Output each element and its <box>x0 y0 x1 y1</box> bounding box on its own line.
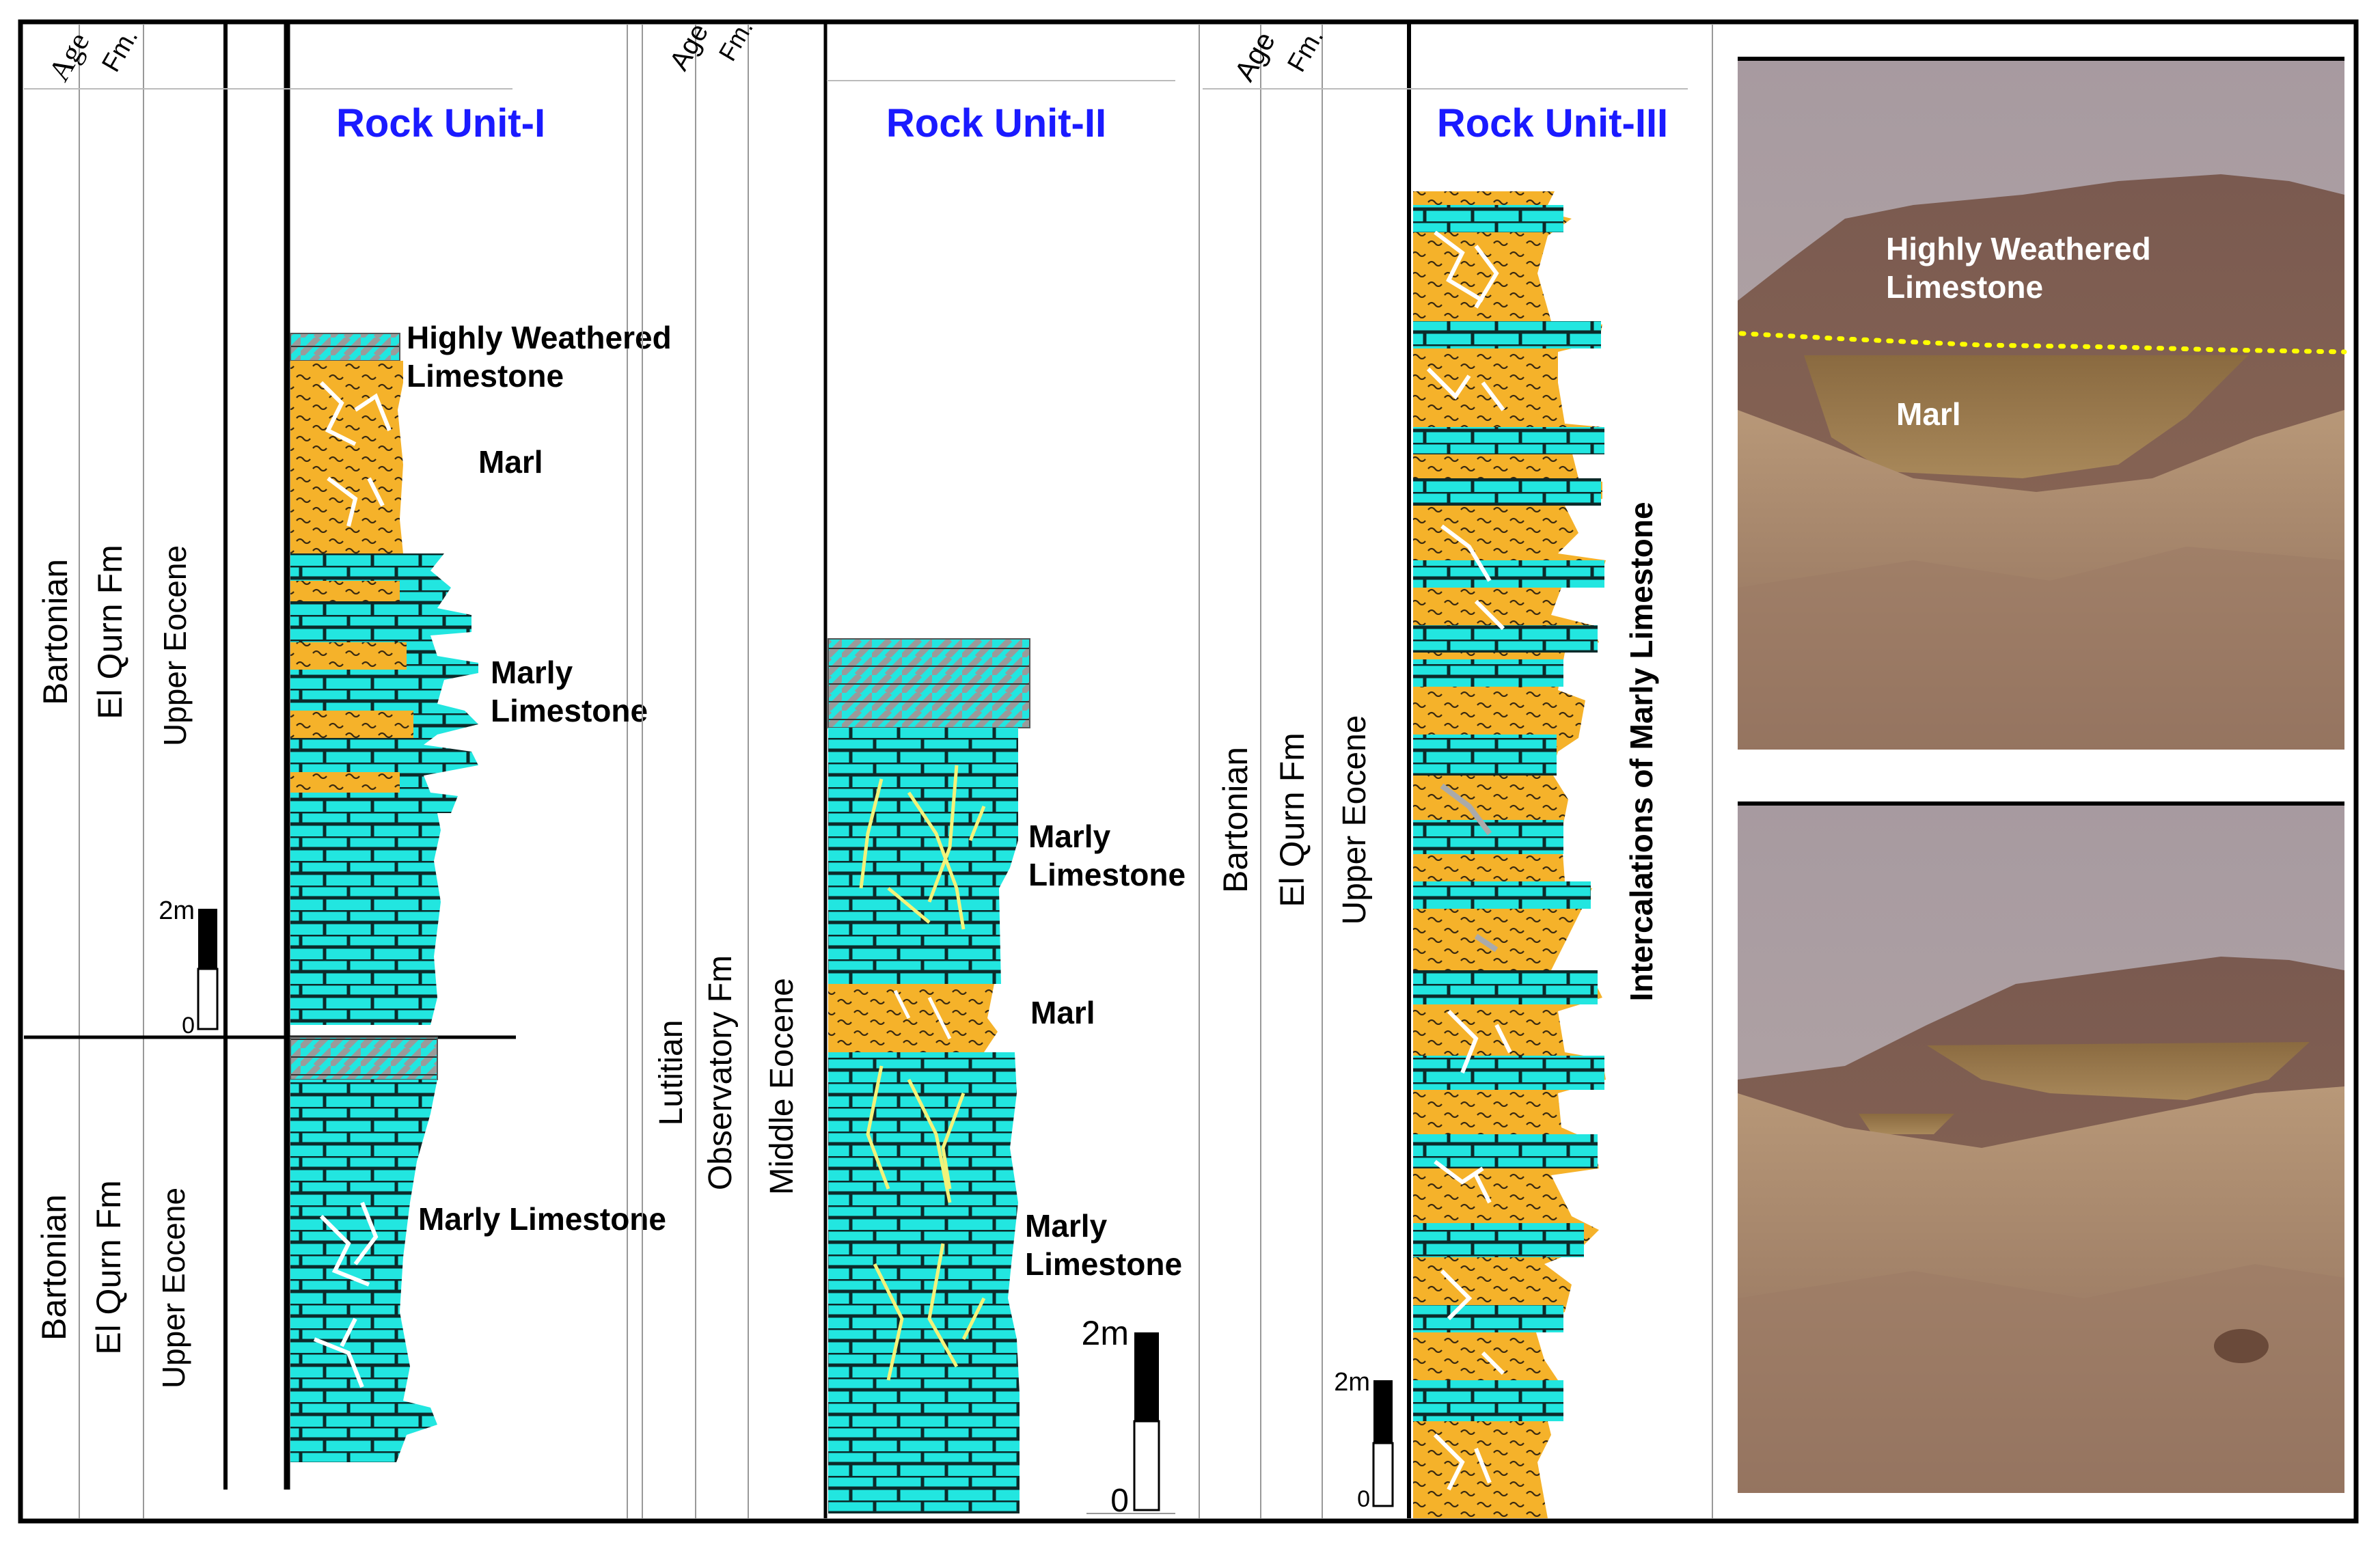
unit3-scale-top: 2m <box>1334 1368 1370 1397</box>
unit2-stage: Lutitian <box>653 1020 689 1126</box>
unit2-label-marly-a-1: Marly <box>1028 819 1111 854</box>
unit2-scale-bar: 2m 0 <box>1082 1314 1160 1519</box>
unit1-lower-stage: Bartonian <box>35 1194 73 1341</box>
unit3-title: Rock Unit-III <box>1437 101 1668 146</box>
panel-rock-unit-3: Age Fm. Rock Unit-III Bartonian El Qurn … <box>1203 24 1713 1518</box>
unit1-lower-formation: El Qurn Fm <box>90 1180 128 1355</box>
unit3-scale-bottom: 0 <box>1357 1486 1370 1512</box>
unit2-label-marly-a-2: Limestone <box>1028 857 1186 892</box>
unit1-label-marly-2: Limestone <box>491 693 648 728</box>
field-photo-top: Highly Weathered Limestone Marl <box>1738 57 2347 750</box>
unit2-epoch: Middle Eocene <box>764 978 800 1195</box>
unit1-lithology-column <box>290 333 478 1462</box>
photo-label-highly-weathered-1: Highly Weathered <box>1886 231 2151 266</box>
unit1-lower-epoch: Upper Eocene <box>156 1188 191 1388</box>
unit2-title: Rock Unit-II <box>886 101 1106 146</box>
unit3-scale-bar: 2m 0 <box>1334 1368 1394 1512</box>
unit2-label-marly-b-1: Marly <box>1025 1208 1108 1244</box>
unit3-side-label: Intercalations of Marly Limestone <box>1624 502 1659 1001</box>
unit3-stage: Bartonian <box>1216 747 1255 893</box>
unit1-label-marly-limestone: Marly Limestone <box>418 1201 666 1237</box>
unit1-scale-bar: 2m 0 <box>159 896 219 1039</box>
unit2-label-marl: Marl <box>1030 995 1095 1030</box>
unit2-label-marly-b-2: Limestone <box>1025 1246 1182 1282</box>
unit3-formation: El Qurn Fm <box>1273 732 1311 907</box>
panel-rock-unit-2: Age Fm. Rock Unit-II Lutitian Observator… <box>642 15 1200 1519</box>
panel-rock-unit-1: Age Fm. Rock Unit-I Bartonian El Qurn Fm… <box>24 24 672 1518</box>
unit3-lithology-column <box>1413 191 1606 1518</box>
unit2-scale-top: 2m <box>1082 1314 1129 1352</box>
unit1-upper-formation: El Qurn Fm <box>91 545 129 719</box>
unit1-upper-epoch: Upper Eocene <box>157 545 193 746</box>
unit3-epoch: Upper Eocene <box>1337 715 1373 925</box>
unit2-formation: Observatory Fm <box>702 955 739 1190</box>
unit1-scale-bottom: 0 <box>182 1013 195 1039</box>
photo-label-marl: Marl <box>1896 396 1961 432</box>
photo-label-highly-weathered-2: Limestone <box>1886 269 2043 305</box>
unit1-scale-top: 2m <box>159 896 195 925</box>
unit1-title: Rock Unit-I <box>336 101 545 146</box>
unit1-label-highly-weathered-1: Highly Weathered <box>407 320 672 355</box>
unit2-lithology-column <box>827 638 1030 1513</box>
unit2-scale-bottom: 0 <box>1110 1483 1129 1519</box>
unit1-label-marl: Marl <box>478 444 543 480</box>
field-photo-bottom <box>1738 801 2344 1493</box>
unit1-label-highly-weathered-2: Limestone <box>407 358 564 394</box>
unit1-upper-stage: Bartonian <box>36 559 74 705</box>
unit1-label-marly-1: Marly <box>491 655 573 690</box>
